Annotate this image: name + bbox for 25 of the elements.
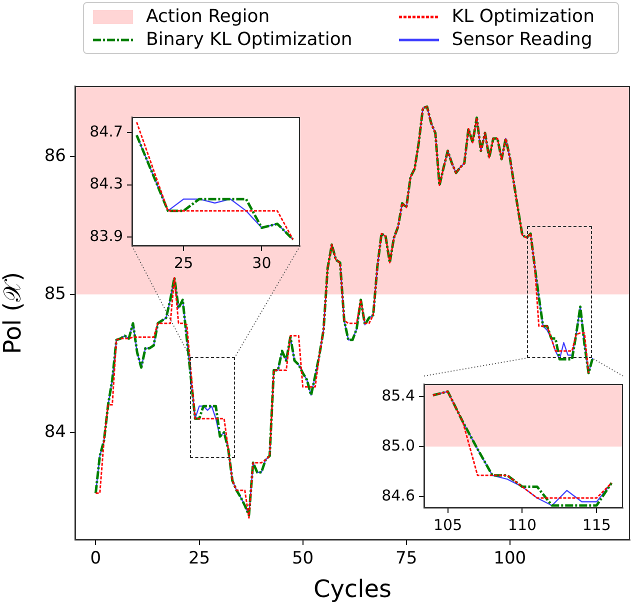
y-tick-label: 84.6 — [382, 486, 415, 505]
x-tick-label: 105 — [433, 516, 462, 534]
y-tick-label: 84.7 — [90, 122, 123, 141]
x-tick-label: 50 — [292, 548, 314, 569]
legend-label: Sensor Reading — [452, 29, 592, 50]
x-tick-label: 25 — [174, 254, 194, 272]
y-tick-label: 85.0 — [382, 436, 415, 455]
x-tick-label: 30 — [252, 254, 272, 272]
y-tick-label: 84 — [44, 422, 66, 442]
x-tick-label: 100 — [494, 548, 526, 569]
x-tick-label: 110 — [508, 516, 537, 534]
legend-label: KL Optimization — [452, 6, 594, 27]
y-axis-title: Pol (𝒳) — [0, 272, 27, 354]
x-tick-label: 75 — [396, 548, 418, 569]
y-tick-label: 84.3 — [90, 174, 123, 193]
x-tick-label: 115 — [582, 516, 611, 534]
legend-label: Binary KL Optimization — [146, 29, 352, 50]
x-axis-title: Cycles — [313, 574, 392, 603]
x-tick-label: 25 — [188, 548, 210, 569]
legend-label: Action Region — [146, 6, 270, 27]
y-tick-label: 85 — [44, 284, 66, 304]
x-tick-label: 0 — [90, 548, 102, 569]
y-tick-label: 85.4 — [382, 386, 415, 404]
y-tick-label: 86 — [44, 146, 66, 166]
y-tick-label: 83.9 — [90, 226, 123, 245]
